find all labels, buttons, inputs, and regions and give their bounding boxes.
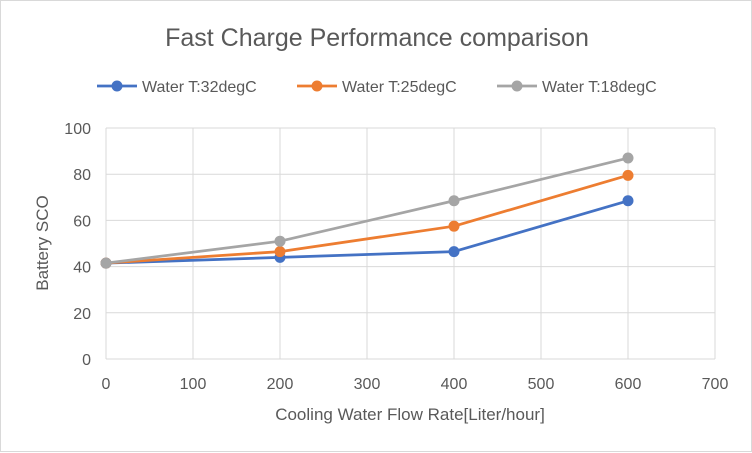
series-3 bbox=[100, 152, 634, 269]
legend-label: Water T:25degC bbox=[342, 79, 457, 96]
legend-marker bbox=[511, 80, 523, 92]
chart-title: Fast Charge Performance comparison bbox=[165, 24, 589, 52]
y-axis-label: Battery SCO bbox=[33, 195, 52, 290]
y-tick-label: 60 bbox=[73, 213, 91, 230]
x-tick-label: 0 bbox=[102, 376, 111, 393]
x-tick-label: 300 bbox=[354, 376, 381, 393]
y-tick-label: 40 bbox=[73, 260, 91, 277]
legend: Water T:32degC Water T:25degC Water T:18de… bbox=[97, 79, 657, 96]
gridlines bbox=[105, 127, 716, 360]
legend-label: Water T:18degC bbox=[542, 79, 657, 96]
data-point bbox=[448, 246, 460, 258]
x-axis-label: Cooling Water Flow Rate[Liter/hour] bbox=[275, 405, 545, 424]
data-point bbox=[274, 246, 286, 258]
legend-item: Water T:32degC bbox=[97, 79, 257, 96]
legend-marker bbox=[311, 80, 323, 92]
x-tick-label: 100 bbox=[180, 376, 207, 393]
legend-item: Water T:18degC bbox=[497, 79, 657, 96]
y-tick-label: 80 bbox=[73, 167, 91, 184]
x-axis-ticks: 0 100 200 300 400 500 600 700 bbox=[102, 376, 729, 393]
x-tick-label: 700 bbox=[702, 376, 729, 393]
y-tick-label: 100 bbox=[64, 121, 91, 138]
data-point bbox=[100, 257, 112, 269]
data-point bbox=[274, 235, 286, 247]
legend-marker bbox=[111, 80, 123, 92]
y-tick-label: 0 bbox=[82, 352, 91, 369]
data-point bbox=[622, 195, 634, 207]
legend-item: Water T:25degC bbox=[297, 79, 457, 96]
data-point bbox=[622, 169, 634, 181]
data-point bbox=[448, 195, 460, 207]
x-tick-label: 400 bbox=[441, 376, 468, 393]
data-point bbox=[448, 220, 460, 232]
y-tick-label: 20 bbox=[73, 306, 91, 323]
legend-label: Water T:32degC bbox=[142, 79, 257, 96]
x-tick-label: 200 bbox=[267, 376, 294, 393]
series-line bbox=[105, 174, 629, 265]
series-line bbox=[105, 156, 629, 265]
x-tick-label: 500 bbox=[528, 376, 555, 393]
x-tick-label: 600 bbox=[615, 376, 642, 393]
series-layer bbox=[100, 152, 634, 269]
series-line bbox=[105, 199, 629, 265]
y-axis-ticks: 0 20 40 60 80 100 bbox=[64, 121, 91, 369]
data-point bbox=[622, 152, 634, 164]
